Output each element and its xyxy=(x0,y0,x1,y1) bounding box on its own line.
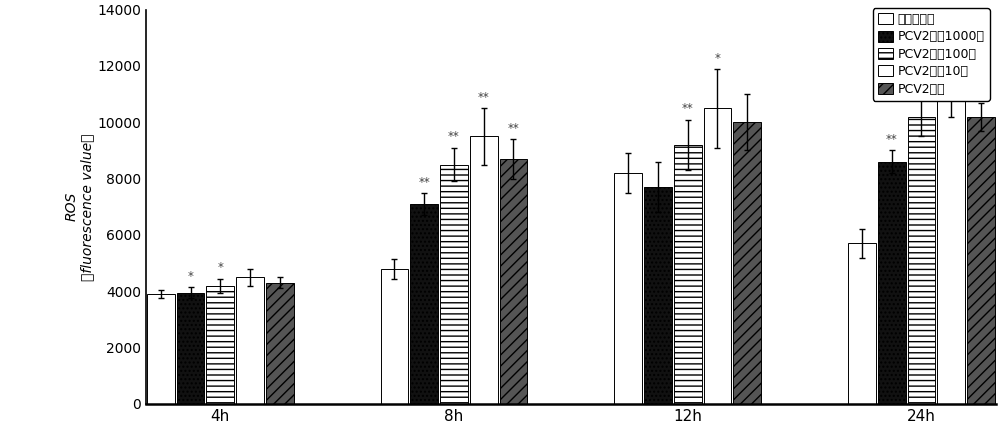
Text: **: ** xyxy=(418,175,430,188)
Text: **: ** xyxy=(945,65,957,79)
Text: **: ** xyxy=(916,80,927,93)
Bar xyxy=(470,137,498,404)
Bar xyxy=(147,294,175,404)
Bar xyxy=(206,285,234,404)
Legend: 细胞对照组, PCV2稿释1000倍, PCV2稿释100倍, PCV2稿释10倍, PCV2原液: 细胞对照组, PCV2稿释1000倍, PCV2稿释100倍, PCV2稿释10… xyxy=(873,8,990,101)
Bar xyxy=(908,117,935,404)
Text: **: ** xyxy=(508,122,519,135)
Y-axis label: ROS
（fluorescence value）: ROS （fluorescence value） xyxy=(64,133,94,281)
Text: *: * xyxy=(217,262,223,274)
Text: **: ** xyxy=(682,102,694,115)
Bar xyxy=(266,283,294,404)
Bar xyxy=(848,244,876,404)
Bar xyxy=(704,108,731,404)
Bar xyxy=(644,187,672,404)
Bar xyxy=(381,269,408,404)
Text: *: * xyxy=(715,52,720,65)
Bar xyxy=(410,204,438,404)
Bar xyxy=(236,277,264,404)
Text: **: ** xyxy=(886,133,898,146)
Text: **: ** xyxy=(478,91,490,104)
Bar xyxy=(937,100,965,404)
Text: *: * xyxy=(188,270,193,283)
Text: **: ** xyxy=(448,131,460,143)
Bar xyxy=(674,145,702,404)
Text: **: ** xyxy=(975,85,987,98)
Bar xyxy=(500,159,527,404)
Bar xyxy=(878,162,906,404)
Bar xyxy=(440,165,468,404)
Bar xyxy=(177,293,204,404)
Bar xyxy=(614,173,642,404)
Bar xyxy=(967,117,995,404)
Bar xyxy=(733,122,761,404)
